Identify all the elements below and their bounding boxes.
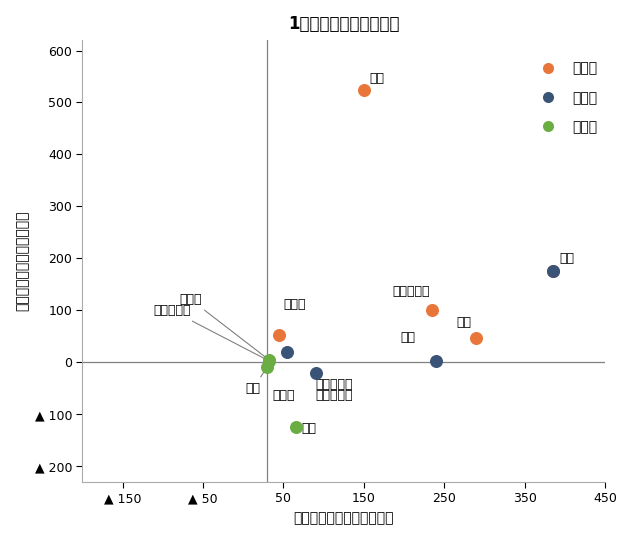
Point bbox=[431, 356, 441, 365]
Text: 宿泊: 宿泊 bbox=[559, 252, 574, 265]
Point bbox=[548, 267, 558, 276]
Point bbox=[471, 334, 482, 342]
Text: 宿泊: 宿泊 bbox=[301, 422, 316, 435]
Legend: 大企業, 中企業, 小企業: 大企業, 中企業, 小企業 bbox=[528, 56, 604, 139]
Title: 1社あたりの資金調達額: 1社あたりの資金調達額 bbox=[288, 15, 399, 33]
Point bbox=[291, 423, 301, 432]
Text: 全産業: 全産業 bbox=[272, 389, 295, 402]
Text: その他運輸: その他運輸 bbox=[153, 304, 267, 360]
Point bbox=[427, 306, 437, 315]
Y-axis label: 増資による調達（百万円）: 増資による調達（百万円） bbox=[15, 211, 29, 312]
Text: 飲食: 飲食 bbox=[400, 330, 415, 343]
Point bbox=[283, 348, 293, 356]
Point bbox=[548, 267, 558, 276]
Point bbox=[359, 85, 369, 94]
Text: 飲食: 飲食 bbox=[246, 369, 266, 395]
Point bbox=[274, 331, 284, 340]
Point bbox=[264, 356, 274, 365]
Text: その他運輸: その他運輸 bbox=[315, 379, 353, 392]
Text: その他運輸: その他運輸 bbox=[392, 285, 430, 298]
Text: 全産業: 全産業 bbox=[284, 298, 306, 311]
Point bbox=[310, 368, 320, 377]
Text: その他運輸: その他運輸 bbox=[315, 389, 353, 402]
Point bbox=[262, 362, 272, 371]
X-axis label: 借入による調達（百万円）: 借入による調達（百万円） bbox=[293, 511, 394, 525]
Point bbox=[264, 355, 274, 364]
Text: 全産業: 全産業 bbox=[179, 293, 267, 358]
Text: 宿泊: 宿泊 bbox=[456, 316, 471, 329]
Text: 飲食: 飲食 bbox=[370, 72, 384, 85]
